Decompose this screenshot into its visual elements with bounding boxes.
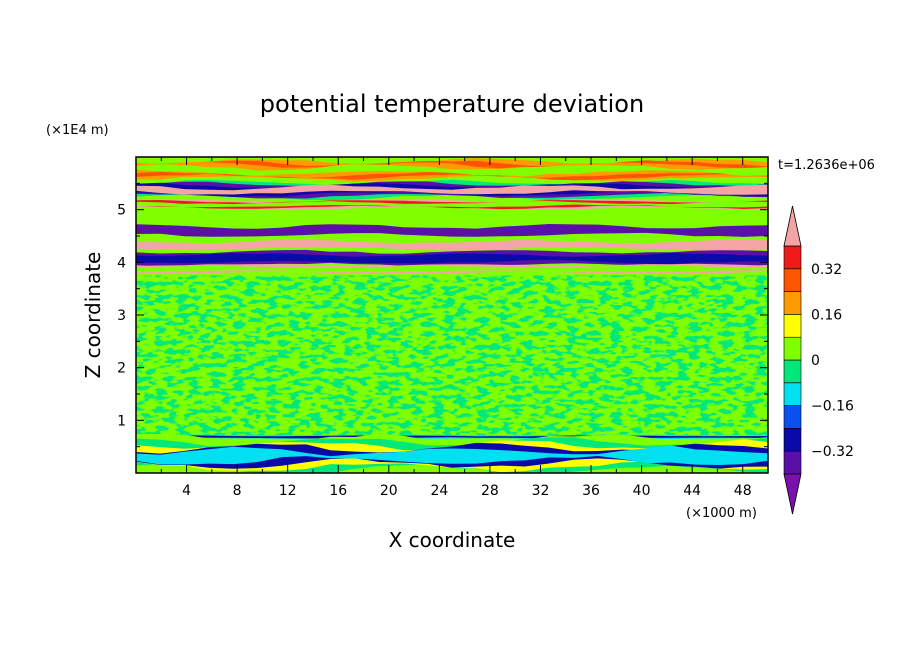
contour-field <box>136 157 768 473</box>
x-tick-label: 36 <box>582 483 600 499</box>
x-tick-label: 28 <box>481 483 499 499</box>
band-4 <box>136 236 768 254</box>
band-2 <box>136 197 768 212</box>
x-tick-label: 8 <box>233 483 242 499</box>
x-tick-label: 16 <box>329 483 347 499</box>
y-unit-label: (×1E4 m) <box>46 123 109 138</box>
x-tick-label: 4 <box>182 483 191 499</box>
colorbar-extend-high <box>783 205 802 247</box>
chart-title: potential temperature deviation <box>260 90 644 118</box>
band-0-level-4 <box>136 164 768 177</box>
x-axis: 4 8 12 16 20 24 28 32 36 40 44 48 <box>160 157 752 499</box>
noise-layer <box>136 275 768 436</box>
colorbar-label: 0 <box>811 353 820 369</box>
colorbar-label: −0.16 <box>811 399 854 415</box>
colorbar-extend-low <box>783 473 802 515</box>
colorbar-swatch <box>783 314 802 338</box>
colorbar-swatch <box>783 336 802 361</box>
y-tick-label: 2 <box>117 361 126 377</box>
band-8-level-4 <box>136 445 768 465</box>
band-3-level-1 <box>136 224 768 237</box>
x-axis-label: X coordinate <box>389 528 516 552</box>
band-6-level-1 <box>136 265 768 273</box>
band-4-level-1 <box>136 239 768 251</box>
y-tick-label: 3 <box>117 308 126 324</box>
band-6 <box>136 263 768 275</box>
x-tick-label: 32 <box>532 483 550 499</box>
band-1-level-4 <box>136 184 768 195</box>
colorbar: 0.32 0.16 0 −0.16 −0.32 <box>783 205 854 515</box>
y-axis: 1 2 3 4 5 <box>117 182 768 448</box>
colorbar-swatch <box>783 359 802 384</box>
colorbar-swatch <box>783 268 802 292</box>
colorbar-swatch <box>783 450 802 475</box>
band-0 <box>136 157 768 185</box>
band-5 <box>136 249 768 268</box>
x-tick-label: 48 <box>734 483 752 499</box>
x-tick-label: 24 <box>430 483 448 499</box>
colorbar-swatch <box>783 405 802 429</box>
x-tick-label: 20 <box>380 483 398 499</box>
colorbar-swatch <box>783 382 802 406</box>
y-tick-label: 5 <box>117 203 126 219</box>
colorbar-label: 0.32 <box>811 262 842 278</box>
noise-fill <box>136 275 768 436</box>
band-8 <box>136 433 768 473</box>
colorbar-swatch <box>783 291 802 315</box>
band-2-level-3 <box>136 201 768 208</box>
y-tick-label: 4 <box>117 255 126 271</box>
colorbar-label: −0.32 <box>811 444 854 460</box>
plot-area <box>136 157 768 473</box>
colorbar-swatch <box>783 245 802 270</box>
band-1 <box>136 178 768 202</box>
y-axis-label: Z coordinate <box>81 252 105 379</box>
band-3 <box>136 220 768 242</box>
x-tick-label: 44 <box>683 483 701 499</box>
x-tick-label: 12 <box>279 483 297 499</box>
time-label: t=1.2636e+06 <box>778 158 875 173</box>
colorbar-swatch <box>783 428 802 452</box>
band-5-level-1 <box>136 252 768 265</box>
x-unit-label: (×1000 m) <box>686 506 757 521</box>
y-tick-label: 1 <box>117 413 126 429</box>
colorbar-label: 0.16 <box>811 307 842 323</box>
x-tick-label: 40 <box>633 483 651 499</box>
